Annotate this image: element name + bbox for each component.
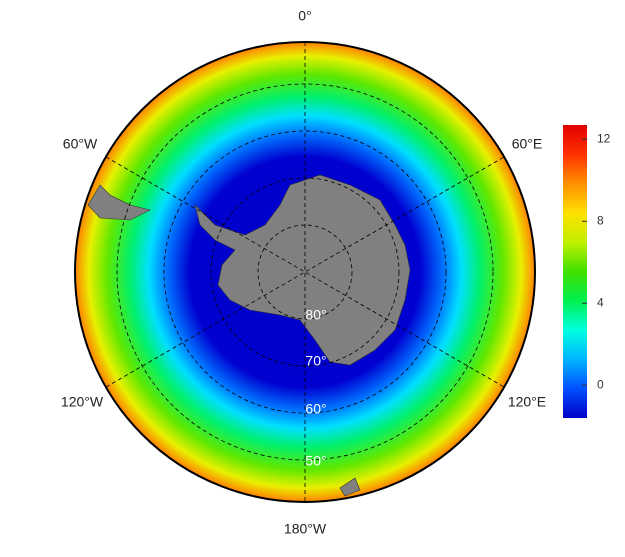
- colorbar-tick-label: 0: [597, 377, 604, 391]
- south-america: [87, 184, 151, 221]
- meridian-label: 0°: [298, 8, 311, 24]
- latitude-circle: [116, 83, 494, 461]
- colorbar-tick-label: 4: [597, 295, 604, 309]
- latitude-circle: [163, 130, 447, 414]
- latitude-label: 50°: [305, 453, 326, 469]
- meridian-label: 120°W: [61, 394, 104, 410]
- colorbar: [563, 125, 587, 418]
- continents: [87, 174, 411, 497]
- latitude-label: 60°: [305, 401, 326, 417]
- meridian-label: 180°W: [284, 521, 327, 537]
- colorbar-tick-label: 8: [597, 213, 604, 227]
- colorbar-tick-label: 12: [597, 132, 611, 146]
- meridian-label: 60°W: [63, 136, 98, 152]
- latitude-circle: [257, 224, 353, 320]
- meridian-label: 60°E: [512, 136, 543, 152]
- latitude-label: 80°: [305, 307, 326, 323]
- map-border: [74, 41, 536, 503]
- antarctica: [194, 174, 411, 366]
- latitude-circle: [210, 177, 400, 367]
- graticule: [105, 42, 505, 502]
- meridian-label: 120°E: [508, 394, 546, 410]
- new-zealand: [339, 477, 361, 497]
- latitude-label: 70°: [305, 353, 326, 369]
